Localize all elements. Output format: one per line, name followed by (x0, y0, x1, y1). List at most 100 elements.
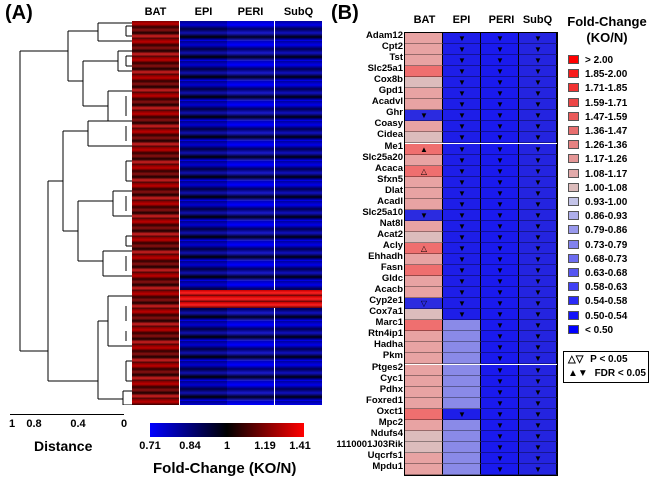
gene-cell (481, 375, 519, 387)
legend-label: 1.08-1.17 (585, 168, 628, 180)
panel-b-label: (B) (331, 2, 359, 24)
significance-filled-triangle-icon: ▼ (496, 45, 504, 55)
gene-cell (405, 187, 443, 199)
gene-cell (519, 375, 557, 387)
legend-label: 0.86-0.93 (585, 211, 628, 223)
legend-swatch (568, 111, 579, 121)
gene-cell (405, 143, 443, 155)
table-col-epi: EPI (452, 14, 471, 26)
gene-name-label: Mpdu1 (372, 460, 403, 472)
colorbar-tick: 0.84 (179, 440, 201, 452)
significance-filled-triangle-icon: ▼ (496, 100, 504, 110)
significance-filled-triangle-icon: ▼ (496, 332, 504, 342)
colorbar-tick: 0.71 (139, 440, 161, 452)
gene-name-label: Gldc (381, 273, 403, 285)
significance-filled-triangle-icon: ▼ (534, 45, 542, 55)
gene-cell (481, 463, 519, 475)
gene-cell (481, 209, 519, 221)
legend-label: 0.73-0.79 (585, 239, 628, 251)
legend-title: Fold-Change (KO/N) (566, 14, 648, 46)
gene-name-label: Mpc2 (378, 416, 403, 428)
sig-legend-row-p: △▽ P < 0.05 (568, 354, 628, 365)
dendrogram (19, 22, 132, 405)
gene-cell (405, 44, 443, 56)
gene-cell (481, 386, 519, 398)
gene-cell (519, 463, 557, 475)
significance-filled-triangle-icon: ▼ (458, 144, 466, 154)
gene-cell (481, 309, 519, 321)
legend-swatch (568, 154, 579, 164)
significance-filled-triangle-icon: ▲ (420, 144, 428, 154)
significance-filled-triangle-icon: ▼ (496, 210, 504, 220)
significance-filled-triangle-icon: ▼ (496, 398, 504, 408)
table-col-bat: BAT (413, 14, 436, 26)
significance-filled-triangle-icon: ▼ (496, 299, 504, 309)
significance-filled-triangle-icon: ▼ (534, 387, 542, 397)
significance-filled-triangle-icon: ▼ (496, 431, 504, 441)
legend-row: 1.59-1.71 (568, 97, 627, 110)
gene-name-label: Cidea (377, 129, 403, 141)
gene-cell (481, 320, 519, 332)
significance-filled-triangle-icon: ▼ (496, 232, 504, 242)
significance-filled-triangle-icon: ▼ (496, 166, 504, 176)
gene-cell (443, 419, 481, 431)
significance-filled-triangle-icon: ▼ (534, 409, 542, 419)
gene-cell (443, 66, 481, 78)
significance-filled-triangle-icon: ▼ (458, 155, 466, 165)
significance-filled-triangle-icon: ▼ (496, 221, 504, 231)
gene-cell (405, 419, 443, 431)
gene-cell (405, 331, 443, 343)
gene-cell (519, 298, 557, 310)
gene-cell (443, 364, 481, 376)
significance-filled-triangle-icon: ▼ (534, 67, 542, 77)
gene-cell (481, 342, 519, 354)
gene-cell (443, 276, 481, 288)
legend-label: 1.36-1.47 (585, 126, 628, 137)
gene-cell (405, 55, 443, 67)
distance-tick: 0 (120, 418, 128, 430)
gene-cell (481, 408, 519, 420)
panel-a-label: (A) (5, 2, 33, 24)
gene-cell (519, 309, 557, 321)
significance-filled-triangle-icon: ▼ (534, 442, 542, 452)
significance-filled-triangle-icon: ▼ (534, 177, 542, 187)
gene-name-label: Acly (382, 239, 403, 251)
significance-filled-triangle-icon: ▼ (534, 56, 542, 66)
significance-filled-triangle-icon: ▼ (496, 310, 504, 320)
gene-cell (405, 441, 443, 453)
gene-name-label: 1110001J03Rik (336, 438, 403, 450)
legend-row: 0.58-0.63 (568, 281, 627, 294)
significance-filled-triangle-icon: ▼ (534, 166, 542, 176)
significance-filled-triangle-icon: ▼ (496, 188, 504, 198)
colorbar-tick: 1 (223, 440, 231, 452)
gene-cell (481, 77, 519, 89)
significance-filled-triangle-icon: ▼ (458, 100, 466, 110)
gene-cell (519, 209, 557, 221)
gene-name-label: Hadha (373, 339, 403, 351)
significance-filled-triangle-icon: ▼ (534, 188, 542, 198)
heatmap-column-peri (227, 21, 274, 405)
gene-cell (443, 309, 481, 321)
significance-filled-triangle-icon: ▼ (534, 299, 542, 309)
gene-cell (443, 287, 481, 299)
gene-cell (405, 265, 443, 277)
gene-cell (481, 110, 519, 122)
significance-filled-triangle-icon: ▼ (534, 243, 542, 253)
significance-filled-triangle-icon: ▼ (534, 321, 542, 331)
gene-cell (481, 331, 519, 343)
significance-filled-triangle-icon: ▼ (458, 199, 466, 209)
legend-swatch (568, 225, 579, 235)
gene-name-label: Coasy (374, 118, 403, 130)
gene-cell (481, 165, 519, 177)
legend-row: 0.93-1.00 (568, 196, 627, 209)
gene-cell (519, 342, 557, 354)
significance-filled-triangle-icon: ▼ (496, 199, 504, 209)
significance-filled-triangle-icon: ▼ (496, 321, 504, 331)
legend-swatch (568, 239, 579, 249)
significance-filled-triangle-icon: ▼ (534, 133, 542, 143)
gene-name-label: Fasn (380, 262, 403, 274)
legend-swatch (568, 211, 579, 221)
gene-cell (443, 77, 481, 89)
gene-cell (481, 33, 519, 45)
legend-swatch (568, 296, 579, 306)
